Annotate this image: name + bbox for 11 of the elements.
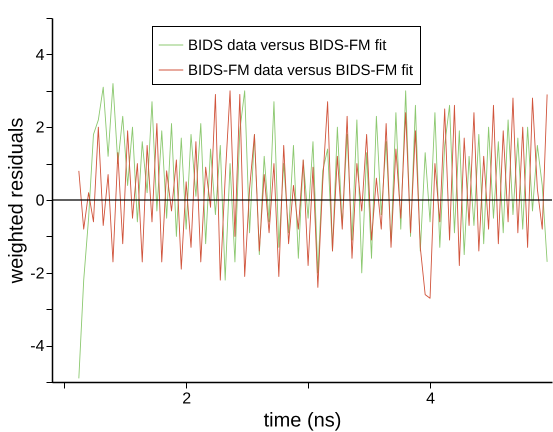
x-axis-title: time (ns) <box>264 410 342 432</box>
legend-label: BIDS-FM data versus BIDS-FM fit <box>188 62 414 79</box>
y-axis-title: weighted residuals <box>5 118 28 284</box>
line-series <box>78 83 548 379</box>
y-tick-label: 0 <box>36 192 45 210</box>
line-series <box>78 90 548 299</box>
y-tick-label: 2 <box>36 120 45 137</box>
y-tick-label: 4 <box>36 46 45 64</box>
y-tick-label: -2 <box>30 265 45 282</box>
y-tick-label: -4 <box>30 338 45 356</box>
legend-label: BIDS data versus BIDS-FM fit <box>188 37 388 54</box>
